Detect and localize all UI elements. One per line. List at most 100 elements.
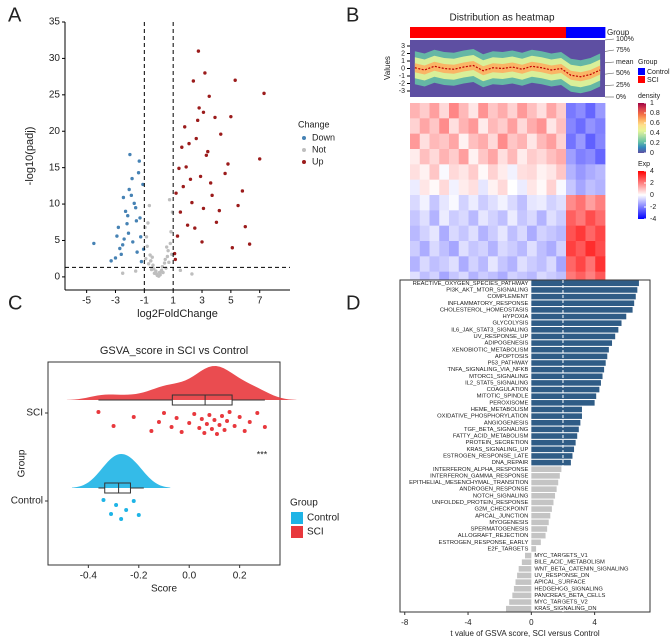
heatmap-cell bbox=[410, 103, 421, 119]
heatmap-cell bbox=[546, 118, 557, 135]
heatmap-cell bbox=[429, 225, 440, 242]
bar bbox=[531, 300, 635, 307]
heatmap-cell bbox=[439, 103, 450, 119]
heatmap-cell bbox=[556, 179, 567, 196]
point bbox=[183, 125, 187, 129]
point bbox=[92, 241, 96, 246]
bar-label: ANGIOGENESIS bbox=[484, 420, 529, 426]
bar-label: REACTIVE_OXYGEN_SPECIES_PATHWAY bbox=[413, 281, 529, 287]
heatmap-cell bbox=[429, 164, 440, 181]
point bbox=[210, 193, 214, 198]
point bbox=[125, 222, 129, 226]
point bbox=[141, 182, 145, 187]
bar bbox=[525, 552, 532, 559]
point bbox=[199, 417, 204, 421]
heatmap-cell bbox=[536, 103, 547, 119]
bar-label: UV_RESPONSE_DN bbox=[534, 573, 589, 579]
bar-label: COAGULATION bbox=[487, 387, 529, 393]
heatmap-cell bbox=[595, 210, 606, 227]
heatmap-cell bbox=[449, 225, 460, 242]
heatmap-cell bbox=[468, 118, 479, 135]
heatmap-cell bbox=[419, 241, 430, 257]
bar-label: MYC_TARGETS_V1 bbox=[534, 553, 587, 559]
heatmap-cell bbox=[478, 195, 489, 211]
y-tick-label: 2 bbox=[401, 50, 405, 57]
heatmap-cell bbox=[439, 195, 450, 211]
x-tick-label: -4 bbox=[464, 618, 472, 627]
heatmap-cell bbox=[527, 164, 538, 181]
heatmap-cell bbox=[556, 241, 567, 257]
heatmap-cell bbox=[527, 179, 538, 196]
point bbox=[133, 206, 138, 210]
bar bbox=[531, 419, 581, 426]
colorbar-label: -4 bbox=[650, 216, 656, 223]
heatmap-cell bbox=[517, 225, 528, 242]
point bbox=[131, 415, 136, 419]
bar bbox=[509, 599, 532, 605]
point bbox=[179, 430, 184, 434]
heatmap-cell bbox=[575, 210, 586, 227]
heatmap-cell bbox=[488, 241, 499, 257]
bar bbox=[531, 360, 606, 366]
heatmap-cell bbox=[410, 149, 421, 165]
point bbox=[212, 418, 217, 422]
heatmap-cell bbox=[497, 133, 508, 150]
heatmap-cell bbox=[488, 133, 499, 150]
heatmap-cell bbox=[556, 210, 567, 227]
heatmap-cell bbox=[575, 195, 586, 211]
group-cell bbox=[439, 27, 450, 38]
heatmap-cell bbox=[410, 118, 421, 135]
point bbox=[203, 71, 207, 75]
heatmap-cell bbox=[585, 149, 596, 165]
heatmap-cell bbox=[556, 133, 567, 150]
heatmap-cell bbox=[566, 179, 577, 196]
point bbox=[191, 79, 196, 83]
bar-label: MYOGENESIS bbox=[489, 520, 528, 526]
heatmap-cell bbox=[458, 241, 469, 257]
x-tick-label: -8 bbox=[401, 618, 409, 627]
heatmap-cell bbox=[536, 164, 547, 181]
y-axis-label: Values bbox=[383, 56, 392, 80]
bar bbox=[531, 439, 576, 446]
heatmap-cell bbox=[595, 195, 606, 211]
point bbox=[200, 240, 204, 244]
point bbox=[144, 256, 148, 261]
point bbox=[121, 195, 126, 200]
heatmap-cell bbox=[458, 103, 469, 119]
mean-line bbox=[414, 64, 601, 78]
bar bbox=[531, 532, 546, 539]
heatmap-cell bbox=[566, 164, 577, 181]
heatmap-cell bbox=[575, 118, 586, 135]
point bbox=[165, 254, 170, 259]
heatmap-cell bbox=[419, 118, 430, 135]
heatmap-cell bbox=[546, 149, 557, 165]
bar-label: INTERFERON_GAMMA_RESPONSE bbox=[430, 473, 528, 479]
quantile-label: mean bbox=[616, 59, 634, 66]
colorbar-label: -2 bbox=[650, 204, 656, 211]
heatmap-cell bbox=[458, 164, 469, 181]
bar bbox=[521, 559, 532, 565]
bar bbox=[531, 459, 571, 466]
point bbox=[148, 253, 152, 257]
bar-label: ESTROGEN_RESPONSE_EARLY bbox=[439, 540, 529, 546]
y-tick-label: 30 bbox=[49, 53, 61, 64]
point bbox=[230, 246, 235, 250]
point bbox=[162, 261, 167, 265]
point bbox=[188, 177, 193, 182]
point bbox=[184, 165, 188, 169]
heatmap-cell bbox=[419, 164, 430, 181]
heatmap-cell bbox=[556, 164, 567, 181]
heatmap-cell bbox=[497, 256, 508, 273]
bar-label: HEME_METABOLISM bbox=[471, 407, 529, 413]
y-tick-label: 20 bbox=[49, 126, 61, 137]
heatmap-cell bbox=[410, 164, 421, 181]
bar-label: BILE_ACID_METABOLISM bbox=[534, 560, 605, 566]
heatmap-cell bbox=[497, 118, 508, 135]
point bbox=[223, 171, 227, 176]
point bbox=[147, 203, 152, 208]
heatmap-cell bbox=[517, 133, 528, 150]
heatmap-cell bbox=[556, 149, 567, 165]
x-tick-label: 0.2 bbox=[233, 571, 247, 582]
x-tick-label: -0.2 bbox=[130, 571, 148, 582]
heatmap-cell bbox=[595, 118, 606, 135]
